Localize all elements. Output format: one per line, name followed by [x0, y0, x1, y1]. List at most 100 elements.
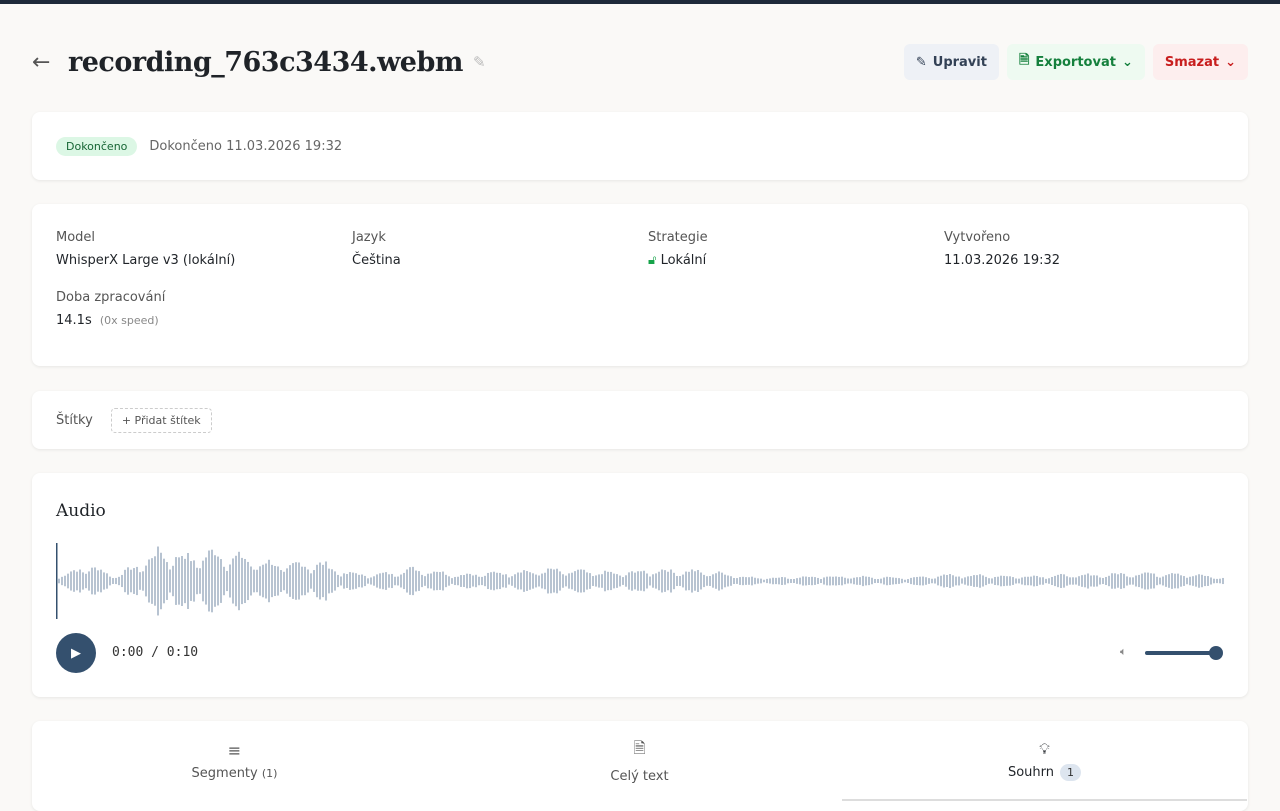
waveform-bar — [217, 556, 219, 606]
waveform-bar — [1009, 576, 1011, 586]
waveform-bar — [145, 565, 147, 597]
waveform-bar — [1183, 576, 1185, 586]
waveform-bar — [592, 576, 594, 586]
waveform-bar — [1072, 577, 1074, 585]
waveform-bar — [436, 571, 438, 591]
waveform-bar — [664, 570, 666, 592]
waveform-bar — [1138, 574, 1140, 588]
waveform-bar — [355, 573, 357, 589]
volume-icon[interactable]: 🔈︎ — [1120, 645, 1127, 658]
top-bar — [0, 0, 1280, 4]
strategy-value: Lokální — [660, 253, 707, 268]
waveform-bar — [508, 577, 510, 585]
tab-segments[interactable]: ≡ Segmenty (1) — [32, 721, 437, 801]
play-button[interactable]: ▶ — [56, 633, 96, 673]
volume-slider[interactable] — [1145, 646, 1223, 660]
waveform-bar — [694, 571, 696, 591]
waveform-bar — [220, 559, 222, 603]
waveform-bar — [172, 565, 174, 597]
volume-handle[interactable] — [1209, 646, 1223, 660]
waveform-bar — [121, 574, 123, 588]
back-arrow-icon[interactable]: ← — [32, 49, 51, 75]
waveform-bar — [256, 569, 258, 593]
waveform[interactable] — [56, 543, 1224, 619]
waveform-bar — [1102, 577, 1104, 585]
waveform-bar — [211, 549, 213, 613]
waveform-bar — [793, 578, 795, 584]
waveform-bar — [688, 571, 690, 591]
waveform-bar — [163, 558, 165, 604]
waveform-bar — [808, 577, 810, 585]
waveform-bar — [538, 575, 540, 587]
waveform-bar — [127, 567, 129, 595]
waveform-bar — [781, 576, 783, 586]
waveform-bar — [1075, 577, 1077, 585]
waveform-bar — [943, 574, 945, 588]
waveform-bar — [487, 572, 489, 590]
waveform-bar — [868, 576, 870, 586]
waveform-bar — [901, 578, 903, 584]
waveform-bar — [184, 558, 186, 604]
waveform-bar — [622, 577, 624, 585]
waveform-bar — [886, 576, 888, 586]
status-card: Dokončeno Dokončeno 11.03.2026 19:32 — [32, 112, 1248, 180]
waveform-bar — [541, 573, 543, 589]
waveform-bar — [118, 576, 120, 586]
waveform-bar — [1096, 575, 1098, 587]
waveform-bar — [70, 571, 72, 591]
list-icon: ≡ — [227, 741, 242, 760]
waveform-bar — [175, 557, 177, 605]
tab-summary[interactable]: 💡︎ Souhrn 1 — [842, 721, 1247, 801]
waveform-bar — [745, 577, 747, 585]
edit-button[interactable]: ✎ Upravit — [903, 44, 999, 80]
waveform-bar — [385, 572, 387, 590]
tab-label: Segmenty — [191, 766, 258, 781]
waveform-bar — [979, 574, 981, 588]
waveform-bar — [481, 576, 483, 586]
export-label: Exportovat — [1035, 54, 1116, 70]
waveform-bar — [994, 576, 996, 586]
document-icon: 🗎 — [633, 739, 646, 757]
waveform-bar — [103, 572, 105, 590]
waveform-bar — [91, 567, 93, 595]
waveform-bar — [310, 573, 312, 589]
waveform-bar — [1030, 576, 1032, 586]
waveform-bar — [874, 578, 876, 584]
page-title: recording_763c3434.webm — [68, 46, 463, 78]
strategy-label: Strategie — [648, 230, 708, 245]
waveform-bar — [697, 569, 699, 593]
waveform-bar — [97, 570, 99, 592]
waveform-bar — [319, 562, 321, 600]
waveform-bar — [244, 558, 246, 604]
delete-button[interactable]: Smazat ⌄ — [1152, 44, 1248, 80]
waveform-bar — [913, 577, 915, 585]
waveform-bar — [556, 568, 558, 594]
waveform-bar — [1021, 577, 1023, 585]
rename-pencil-icon[interactable]: ✎ — [472, 53, 486, 71]
waveform-bar — [991, 578, 993, 584]
waveform-bar — [574, 571, 576, 591]
waveform-bar — [805, 576, 807, 586]
lock-icon: 🔓︎ — [648, 253, 657, 268]
waveform-bar — [754, 577, 756, 585]
add-tag-button[interactable]: + Přidat štítek — [110, 407, 212, 433]
waveform-bar — [1033, 575, 1035, 587]
waveform-bar — [418, 571, 420, 591]
export-button[interactable]: 🗎 Exportovat ⌄ — [1006, 44, 1145, 80]
waveform-bar — [205, 557, 207, 605]
language-value: Čeština — [352, 253, 401, 268]
tab-full-text[interactable]: 🗎 Celý text — [437, 721, 842, 801]
waveform-bar — [88, 571, 90, 591]
waveform-bar — [1210, 577, 1212, 585]
waveform-bar — [1054, 575, 1056, 587]
waveform-bar — [769, 578, 771, 584]
waveform-bar — [1159, 577, 1161, 585]
waveform-bar — [733, 577, 735, 585]
waveform-bar — [841, 576, 843, 586]
waveform-bar — [109, 576, 111, 586]
waveform-bar — [1150, 573, 1152, 589]
waveform-bar — [1024, 576, 1026, 586]
waveform-bar — [250, 566, 252, 596]
waveform-bar — [949, 574, 951, 588]
waveform-bar — [604, 570, 606, 592]
